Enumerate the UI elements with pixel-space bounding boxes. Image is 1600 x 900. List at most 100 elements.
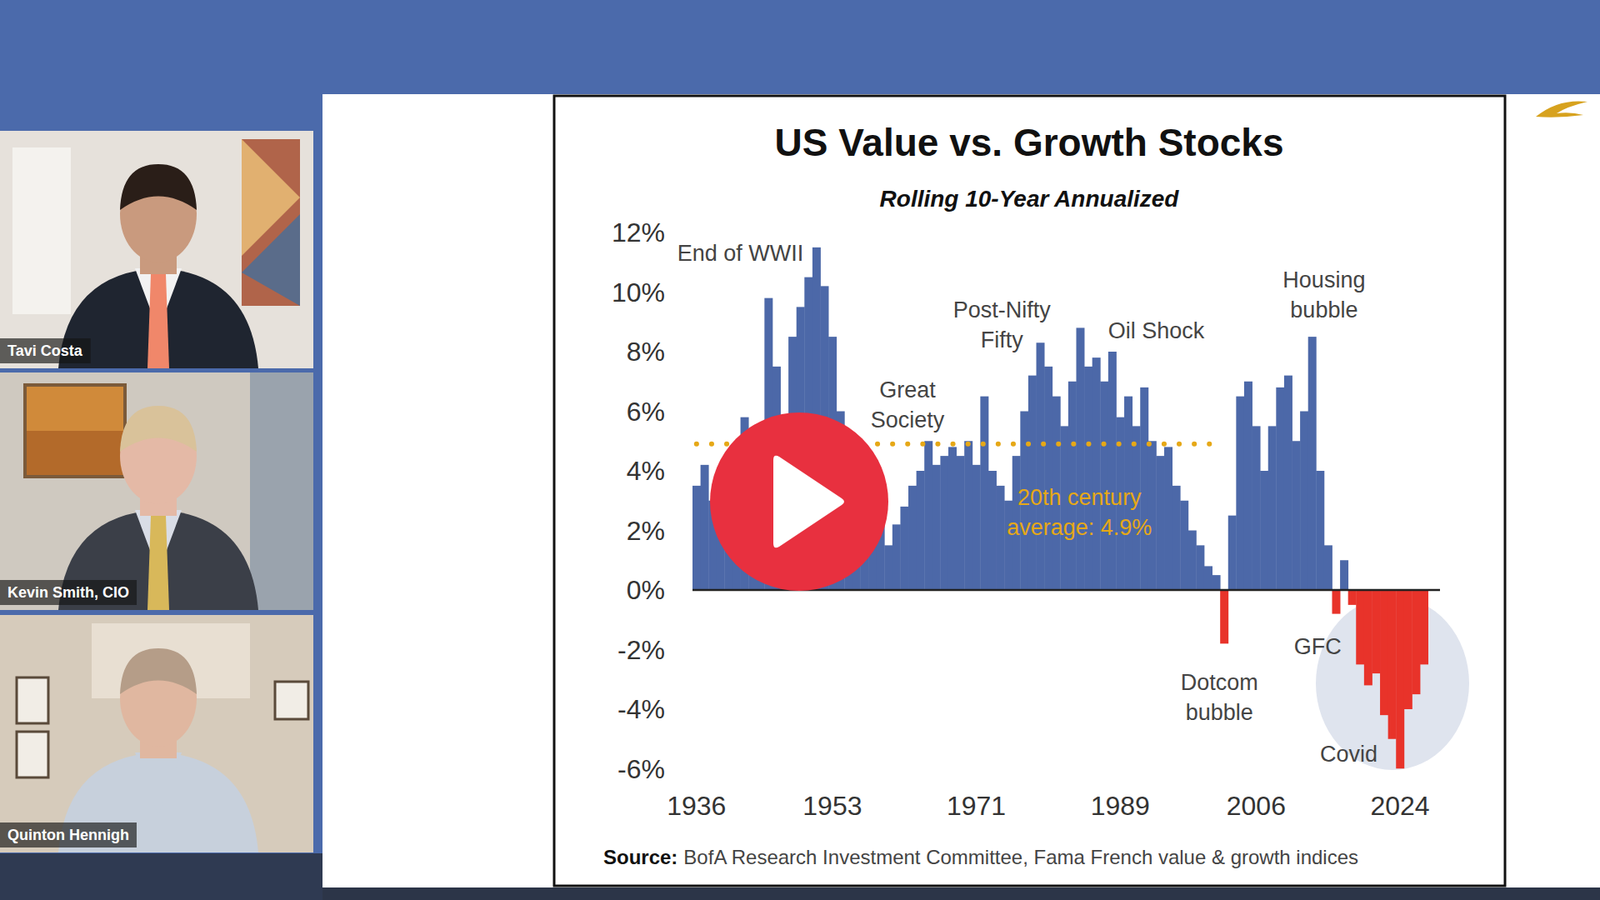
average-label: 20th century (1017, 485, 1142, 510)
y-tick-label: -2% (617, 635, 665, 665)
bar (1340, 560, 1349, 590)
bar (1411, 590, 1420, 695)
bar (1212, 575, 1221, 590)
bar (884, 545, 893, 590)
name-label-bg (0, 822, 137, 848)
annotation: Great (879, 377, 936, 403)
participant-name: Quinton Hennigh (7, 826, 130, 844)
x-tick-label: 1936 (666, 790, 726, 821)
name-label-bg (0, 580, 137, 605)
frame (16, 677, 49, 724)
bar (1388, 590, 1397, 740)
tie (147, 274, 170, 369)
play-circle (710, 412, 889, 591)
logo (1535, 100, 1588, 117)
bar (1172, 485, 1181, 590)
y-tick-label: 4% (626, 455, 665, 486)
x-tick-label: 1953 (802, 790, 862, 821)
art (241, 214, 300, 306)
hair (120, 405, 197, 452)
page: Tavi Costa Kevin Smith, CIO Quinton Hennig… (0, 0, 1600, 900)
frame (275, 681, 309, 720)
bar (1188, 530, 1197, 591)
source: Source:BofA Research Investment Committe… (603, 845, 1359, 869)
window (12, 147, 71, 315)
background (0, 0, 1600, 900)
bars (692, 247, 1429, 770)
bar (1180, 500, 1189, 590)
bar (1044, 366, 1053, 590)
y-tick-label: -6% (617, 754, 665, 785)
slide (322, 94, 1600, 888)
bar (1380, 590, 1389, 715)
chart-title: US Value vs. Growth Stocks (775, 120, 1285, 165)
y-tick-label: 12% (611, 217, 665, 248)
bar (1348, 590, 1357, 605)
bar (1220, 590, 1229, 644)
video-tile: Quinton Hennigh (0, 615, 314, 853)
bar (1324, 545, 1333, 590)
annotation: Fifty (980, 327, 1024, 353)
bar (916, 470, 925, 590)
annotation: bubble (1290, 297, 1358, 323)
bar (1371, 590, 1380, 674)
bar (1084, 366, 1093, 590)
annotation: End of WWII (677, 240, 805, 266)
tile-background (0, 130, 314, 369)
bar (1260, 470, 1269, 590)
bar (948, 446, 957, 590)
play-triangle (773, 455, 845, 549)
x-tick-label: 1971 (946, 790, 1006, 821)
y-tick-label: 6% (626, 396, 665, 427)
bar (900, 506, 909, 590)
y-tick-label: 8% (626, 336, 665, 367)
annotation: Society (870, 407, 945, 433)
bar (996, 485, 1005, 590)
tie (147, 515, 170, 610)
bar (1244, 381, 1253, 590)
bar (980, 396, 989, 590)
bar (692, 485, 701, 590)
art (241, 139, 300, 306)
y-tick-label: 2% (626, 515, 665, 546)
tile-background (0, 372, 314, 610)
name-label-bg (0, 338, 91, 364)
video-tile: Tavi Costa (0, 130, 314, 369)
participant-name: Tavi Costa (7, 342, 84, 360)
left-bottom (0, 853, 323, 900)
x-tick-label: 1989 (1090, 790, 1150, 821)
bar (1395, 590, 1405, 770)
bar (924, 440, 933, 590)
bar (1404, 590, 1413, 710)
bar (1108, 351, 1117, 590)
annotation: Housing (1282, 267, 1365, 293)
bar (940, 455, 949, 590)
bar (1036, 342, 1045, 590)
bar (1155, 455, 1165, 590)
bar (1075, 327, 1085, 590)
y-tick-label: 10% (611, 277, 665, 308)
bar (1315, 470, 1325, 590)
bar (1004, 500, 1013, 590)
bar (1420, 590, 1429, 665)
play-button[interactable] (710, 412, 889, 591)
bar (1204, 565, 1213, 590)
video-tile: Kevin Smith, CIO (0, 372, 314, 610)
chart-frame (554, 95, 1505, 886)
average-label: average: 4.9% (1006, 515, 1152, 540)
bar (1292, 440, 1301, 590)
bar (956, 455, 965, 590)
annotation: GFC (1294, 634, 1342, 660)
bar (1228, 515, 1237, 590)
collar (135, 752, 182, 815)
source-text: BofA Research Investment Committee, Fama… (683, 845, 1359, 869)
frame (16, 731, 49, 778)
bar (908, 485, 917, 590)
annotation: Covid (1320, 741, 1378, 767)
x-tick-label: 2024 (1370, 790, 1430, 821)
bar (932, 465, 941, 590)
y-tick-label: 0% (626, 575, 665, 605)
painting (25, 385, 125, 477)
bar (1195, 545, 1205, 590)
participant-name: Kevin Smith, CIO (7, 584, 130, 601)
